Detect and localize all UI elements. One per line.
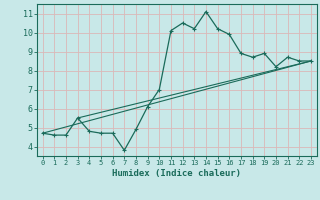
X-axis label: Humidex (Indice chaleur): Humidex (Indice chaleur)	[112, 169, 241, 178]
